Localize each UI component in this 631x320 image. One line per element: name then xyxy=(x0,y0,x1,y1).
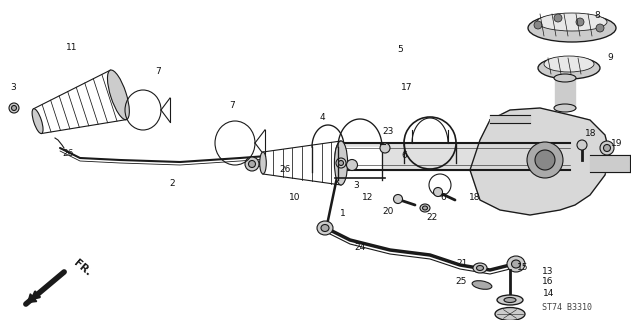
Ellipse shape xyxy=(9,103,19,113)
Ellipse shape xyxy=(537,13,607,31)
Text: 18: 18 xyxy=(469,193,481,202)
Text: 12: 12 xyxy=(362,193,374,202)
Text: 11: 11 xyxy=(66,43,78,52)
Circle shape xyxy=(535,150,555,170)
Ellipse shape xyxy=(420,204,430,212)
Text: FR.: FR. xyxy=(72,258,93,278)
Text: 3: 3 xyxy=(10,84,16,92)
Ellipse shape xyxy=(433,188,442,196)
Ellipse shape xyxy=(336,158,346,168)
Text: 19: 19 xyxy=(611,140,623,148)
Text: 6: 6 xyxy=(401,150,407,159)
Ellipse shape xyxy=(577,140,587,150)
Text: 16: 16 xyxy=(542,277,554,286)
Ellipse shape xyxy=(334,141,348,185)
Text: 9: 9 xyxy=(607,53,613,62)
Text: 26: 26 xyxy=(280,165,291,174)
Ellipse shape xyxy=(472,281,492,289)
Ellipse shape xyxy=(260,152,266,174)
Text: 3: 3 xyxy=(353,181,359,190)
Ellipse shape xyxy=(346,159,358,171)
Ellipse shape xyxy=(321,225,329,231)
Text: 10: 10 xyxy=(289,193,301,202)
Text: 21: 21 xyxy=(456,259,468,268)
Circle shape xyxy=(380,143,390,153)
Text: 4: 4 xyxy=(319,113,325,122)
Ellipse shape xyxy=(245,157,259,171)
Circle shape xyxy=(576,18,584,26)
Text: 8: 8 xyxy=(594,11,600,20)
Ellipse shape xyxy=(338,161,343,165)
Ellipse shape xyxy=(11,106,16,110)
Text: 5: 5 xyxy=(397,45,403,54)
Ellipse shape xyxy=(335,143,345,170)
Circle shape xyxy=(527,142,563,178)
Ellipse shape xyxy=(394,195,403,204)
Polygon shape xyxy=(28,294,37,302)
Ellipse shape xyxy=(497,295,523,305)
Text: 14: 14 xyxy=(543,289,555,298)
Text: 20: 20 xyxy=(382,207,394,217)
Ellipse shape xyxy=(554,104,576,112)
Text: 1: 1 xyxy=(340,210,346,219)
Ellipse shape xyxy=(32,109,43,133)
Ellipse shape xyxy=(476,266,483,270)
Ellipse shape xyxy=(600,141,614,155)
Text: 7: 7 xyxy=(229,100,235,109)
Text: 23: 23 xyxy=(382,126,394,135)
Text: 15: 15 xyxy=(517,263,529,273)
Text: 7: 7 xyxy=(155,68,161,76)
Ellipse shape xyxy=(528,14,616,42)
Ellipse shape xyxy=(544,56,594,72)
Circle shape xyxy=(554,14,562,22)
Ellipse shape xyxy=(473,263,487,273)
Ellipse shape xyxy=(504,298,516,302)
Ellipse shape xyxy=(495,308,525,320)
Text: ST74 B3310: ST74 B3310 xyxy=(542,303,592,313)
Text: 13: 13 xyxy=(542,268,554,276)
Circle shape xyxy=(534,21,542,29)
Text: 2: 2 xyxy=(169,180,175,188)
Ellipse shape xyxy=(538,57,600,79)
Text: 17: 17 xyxy=(401,83,413,92)
Text: 24: 24 xyxy=(355,244,365,252)
Ellipse shape xyxy=(423,206,427,210)
Text: 25: 25 xyxy=(456,277,467,286)
Ellipse shape xyxy=(107,70,129,120)
Ellipse shape xyxy=(512,260,521,268)
Polygon shape xyxy=(470,108,610,215)
Circle shape xyxy=(596,24,604,32)
Text: 6: 6 xyxy=(440,193,446,202)
Text: 22: 22 xyxy=(427,213,438,222)
Ellipse shape xyxy=(603,145,611,151)
Ellipse shape xyxy=(507,256,525,272)
Ellipse shape xyxy=(317,221,333,235)
Text: 18: 18 xyxy=(585,130,597,139)
Ellipse shape xyxy=(554,74,576,82)
Text: 26: 26 xyxy=(62,148,74,157)
Ellipse shape xyxy=(249,161,256,167)
